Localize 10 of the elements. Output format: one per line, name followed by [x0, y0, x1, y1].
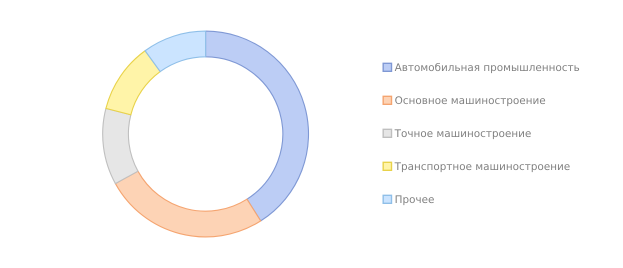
donut-slice: [114, 170, 262, 238]
donut-slice: [105, 50, 161, 116]
donut-slice: [102, 108, 139, 184]
donut-slice: [205, 30, 310, 222]
legend-label: Точное машиностроение: [394, 129, 531, 140]
legend-label: Транспортное машиностроение: [394, 162, 570, 172]
legend-label: Прочее: [396, 195, 434, 206]
legend-label: Автомобильная промышленность: [394, 62, 580, 74]
donut-slice: [144, 30, 206, 72]
legend-label: Основное машиностроение: [395, 96, 546, 106]
